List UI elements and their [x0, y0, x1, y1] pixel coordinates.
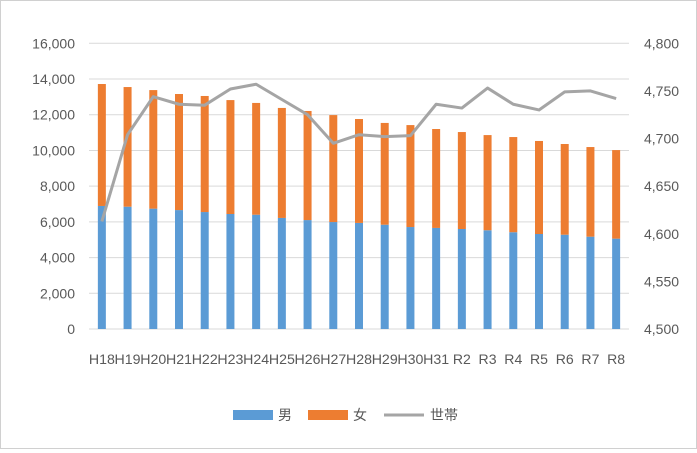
- x-tick-label: H25: [269, 351, 295, 367]
- right-tick-label: 4,650: [644, 178, 679, 194]
- bar-female: [561, 144, 569, 235]
- bar-female: [278, 108, 286, 218]
- bar-male: [484, 230, 492, 329]
- x-tick-label: R3: [479, 351, 497, 367]
- bar-male: [432, 228, 440, 329]
- x-tick-label: H23: [217, 351, 243, 367]
- x-tick-label: H19: [115, 351, 141, 367]
- bar-male: [535, 234, 543, 329]
- bar-male: [124, 207, 132, 329]
- bar-female: [509, 137, 517, 232]
- bar-male: [612, 239, 620, 329]
- bar-male: [98, 206, 106, 329]
- bar-male: [561, 235, 569, 329]
- bar-male: [175, 210, 183, 329]
- bar-male: [586, 237, 594, 329]
- x-tick-label: H24: [243, 351, 269, 367]
- legend-label-female: 女: [353, 407, 367, 423]
- x-tick-label: R8: [607, 351, 625, 367]
- bar-female: [458, 132, 466, 229]
- bar-male: [329, 222, 337, 329]
- bar-male: [381, 225, 389, 329]
- bar-male: [201, 212, 209, 329]
- bar-female: [175, 94, 183, 210]
- legend-swatch-female: [308, 410, 348, 420]
- x-tick-label: R7: [581, 351, 599, 367]
- bar-female: [612, 150, 620, 239]
- bar-female: [98, 84, 106, 206]
- legend-label-male: 男: [278, 407, 292, 423]
- bar-female: [381, 123, 389, 225]
- x-tick-label: H26: [295, 351, 321, 367]
- bar-male: [509, 232, 517, 329]
- x-tick-label: H18: [89, 351, 115, 367]
- bar-male: [406, 227, 414, 329]
- bar-male: [458, 229, 466, 329]
- bar-female: [535, 141, 543, 234]
- bar-male: [304, 220, 312, 329]
- bar-female: [304, 111, 312, 220]
- right-tick-label: 4,800: [644, 35, 679, 51]
- left-tick-label: 12,000: [32, 107, 75, 123]
- left-tick-label: 6,000: [40, 214, 75, 230]
- bar-female: [406, 125, 414, 227]
- x-tick-label: R4: [504, 351, 522, 367]
- x-tick-label: H21: [166, 351, 192, 367]
- x-tick-label: R5: [530, 351, 548, 367]
- x-tick-label: H29: [372, 351, 398, 367]
- bar-male: [252, 215, 260, 329]
- left-tick-label: 14,000: [32, 71, 75, 87]
- x-tick-label: H30: [397, 351, 423, 367]
- bar-female: [252, 103, 260, 215]
- bar-female: [484, 135, 492, 230]
- right-tick-label: 4,600: [644, 226, 679, 242]
- left-tick-label: 4,000: [40, 250, 75, 266]
- bar-female: [586, 147, 594, 237]
- left-tick-label: 16,000: [32, 35, 75, 51]
- bar-male: [355, 223, 363, 329]
- bar-male: [226, 214, 234, 329]
- left-tick-label: 8,000: [40, 178, 75, 194]
- bar-female: [149, 90, 157, 209]
- x-tick-label: R2: [453, 351, 471, 367]
- x-tick-label: H20: [140, 351, 166, 367]
- bar-female: [201, 96, 209, 212]
- right-tick-label: 4,700: [644, 131, 679, 147]
- x-tick-label: H28: [346, 351, 372, 367]
- right-tick-label: 4,550: [644, 273, 679, 289]
- x-tick-label: H31: [423, 351, 449, 367]
- right-tick-label: 4,750: [644, 83, 679, 99]
- bar-male: [149, 209, 157, 329]
- left-tick-label: 0: [67, 321, 75, 337]
- x-tick-label: R6: [556, 351, 574, 367]
- bar-male: [278, 218, 286, 329]
- right-tick-label: 4,500: [644, 321, 679, 337]
- legend-swatch-male: [233, 410, 273, 420]
- left-tick-label: 2,000: [40, 285, 75, 301]
- bar-female: [226, 100, 234, 214]
- bar-female: [329, 115, 337, 222]
- legend-label-households: 世帯: [430, 407, 458, 423]
- x-tick-label: H27: [320, 351, 346, 367]
- x-tick-label: H22: [192, 351, 218, 367]
- left-tick-label: 10,000: [32, 142, 75, 158]
- bar-female: [432, 129, 440, 228]
